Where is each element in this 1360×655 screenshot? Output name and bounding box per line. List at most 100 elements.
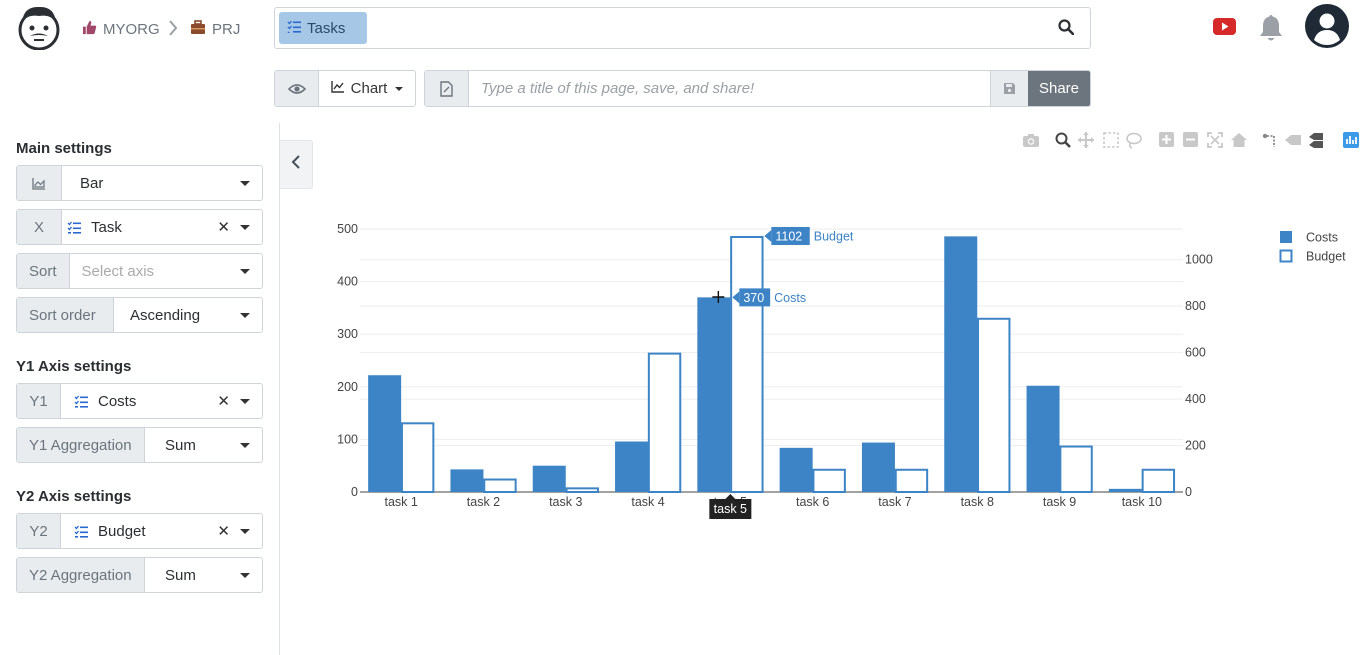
- bar-budget: [1059, 445, 1093, 494]
- y2-aggregation-select[interactable]: Y2 Aggregation Sum: [16, 557, 263, 593]
- y1-axis-select[interactable]: Y1 Costs ✕: [16, 383, 263, 419]
- user-avatar-icon[interactable]: [1305, 4, 1349, 48]
- bar-costs: [944, 236, 978, 492]
- youtube-icon[interactable]: [1213, 18, 1236, 35]
- autoscale-icon[interactable]: [1207, 132, 1223, 148]
- chart-legend[interactable]: Costs Budget: [1279, 231, 1346, 264]
- lasso-icon[interactable]: [1126, 132, 1142, 149]
- view-mode-label: Chart: [350, 80, 388, 97]
- bar-costs: [368, 375, 402, 492]
- x-axis-select[interactable]: X Task ✕: [16, 209, 263, 245]
- breadcrumb-project[interactable]: PRJ: [190, 18, 240, 40]
- sort-label: Sort: [17, 254, 70, 288]
- plotly-logo-icon[interactable]: [1343, 132, 1359, 148]
- search-chip-tasks[interactable]: Tasks: [279, 12, 367, 44]
- sort-order-value: Ascending: [130, 306, 201, 324]
- breadcrumb-project-label: PRJ: [212, 20, 241, 38]
- share-button[interactable]: Share: [1028, 71, 1090, 106]
- bar-costs: [615, 441, 649, 492]
- caret-down-icon[interactable]: [240, 269, 250, 274]
- bar-costs: [1108, 488, 1142, 492]
- pan-icon[interactable]: [1078, 132, 1094, 148]
- search-icon[interactable]: [1058, 19, 1076, 37]
- y2-tick-label: 0: [1185, 485, 1192, 499]
- y1-axis-ticks: 0 100 200 300 400 500: [337, 222, 358, 499]
- chart-hover-labels: task 5 370 Costs 1102 Budget: [709, 227, 854, 519]
- chart-type-value: Bar: [80, 174, 104, 192]
- y1-tick-label: 100: [337, 432, 358, 446]
- legend-swatch-costs: [1280, 231, 1292, 243]
- caret-down-icon[interactable]: [240, 443, 250, 448]
- hover-x-pointer: [724, 494, 737, 500]
- view-toolbar: Chart: [274, 70, 416, 107]
- bar-budget: [483, 478, 517, 493]
- main-settings-heading: Main settings: [16, 140, 112, 157]
- bell-icon[interactable]: [1257, 13, 1285, 43]
- chart-type-select[interactable]: Bar: [16, 165, 263, 201]
- app-logo[interactable]: [16, 2, 62, 51]
- title-toolbar: Share: [424, 70, 1091, 107]
- crosshair-cursor-icon: [712, 291, 725, 303]
- camera-icon[interactable]: [1023, 134, 1039, 147]
- hover-value-label: 370: [743, 291, 764, 305]
- bar-budget: [894, 468, 929, 493]
- view-mode-dropdown[interactable]: Chart: [319, 71, 415, 106]
- zoom-out-icon[interactable]: [1183, 132, 1198, 147]
- caret-down-icon[interactable]: [240, 225, 250, 230]
- area-chart-icon: [17, 166, 62, 200]
- hover-value-box: [771, 227, 810, 245]
- y1-tick-label: 200: [337, 380, 358, 394]
- zoom-icon[interactable]: [1055, 132, 1071, 148]
- sort-order-select[interactable]: Sort order Ascending: [16, 297, 263, 333]
- caret-down-icon[interactable]: [240, 313, 250, 318]
- clear-icon[interactable]: ✕: [217, 393, 230, 410]
- y1-aggregation-select[interactable]: Y1 Aggregation Sum: [16, 427, 263, 463]
- bar-costs: [532, 465, 566, 492]
- home-icon[interactable]: [1231, 133, 1247, 147]
- y2-label: Y2: [17, 514, 61, 548]
- clear-icon[interactable]: ✕: [217, 523, 230, 540]
- page-title-input[interactable]: [469, 71, 990, 106]
- hover-series-label: Budget: [814, 230, 854, 244]
- caret-down-icon[interactable]: [240, 573, 250, 578]
- save-icon[interactable]: [990, 71, 1028, 106]
- spike-lines-icon[interactable]: [1262, 133, 1275, 147]
- list-check-icon: [74, 525, 88, 538]
- collapse-sidebar-button[interactable]: [280, 140, 313, 189]
- zoom-in-icon[interactable]: [1159, 132, 1174, 147]
- y2-tick-label: 600: [1185, 346, 1206, 360]
- bar-costs: [1026, 385, 1060, 492]
- y1-settings-heading: Y1 Axis settings: [16, 358, 132, 375]
- eye-icon[interactable]: [275, 71, 319, 106]
- hover-value-box: [739, 288, 771, 307]
- list-check-icon: [74, 395, 88, 408]
- hover-pointer: [732, 291, 740, 304]
- y2-axis-select[interactable]: Y2 Budget ✕: [16, 513, 263, 549]
- sort-select[interactable]: Sort Select axis: [16, 253, 263, 289]
- chart-bars: [368, 236, 1176, 494]
- area-chart-icon: [330, 80, 345, 97]
- y1-value: Costs: [98, 392, 137, 410]
- legend-label: Costs: [1306, 231, 1338, 245]
- x-axis-value: Task: [91, 218, 122, 236]
- hover-series-label: Costs: [774, 291, 806, 305]
- hover-compare-icon[interactable]: [1309, 133, 1323, 148]
- caret-down-icon[interactable]: [240, 181, 250, 186]
- y1-tick-label: 0: [351, 485, 358, 499]
- clear-icon[interactable]: ✕: [217, 219, 230, 236]
- breadcrumb-org[interactable]: MYORG: [82, 18, 160, 40]
- chevron-right-icon: [167, 19, 179, 42]
- hover-closest-icon[interactable]: [1285, 135, 1301, 145]
- x-axis-label: X: [17, 210, 62, 244]
- y2-tick-label: 200: [1185, 439, 1206, 453]
- y1-label: Y1: [17, 384, 61, 418]
- caret-down-icon[interactable]: [240, 399, 250, 404]
- x-tick-label: task 7: [878, 495, 911, 509]
- search-bar[interactable]: Tasks: [274, 7, 1091, 49]
- box-select-icon[interactable]: [1103, 132, 1119, 148]
- x-tick-label: task 2: [467, 495, 500, 509]
- thumbs-up-icon: [82, 20, 97, 39]
- plot-modebar: [1021, 131, 1360, 151]
- caret-down-icon[interactable]: [240, 529, 250, 534]
